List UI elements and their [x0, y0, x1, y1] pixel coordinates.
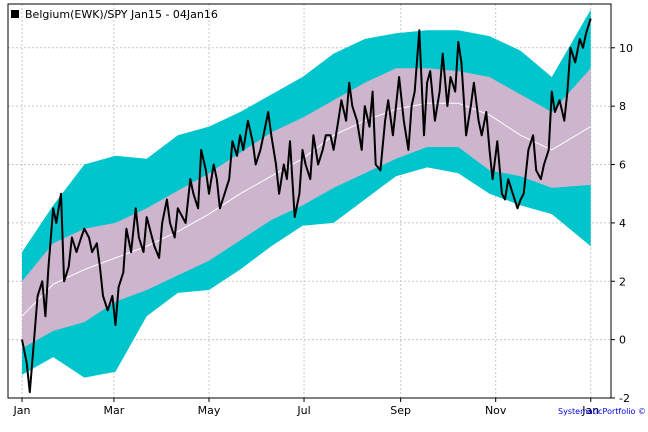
x-tick-label: Nov [485, 404, 507, 417]
y-tick-label: 6 [619, 159, 626, 172]
y-tick-label: 2 [619, 275, 626, 288]
x-axis: Jan Mar May Jul Sep Nov Jan [13, 398, 599, 417]
x-tick-label: Sep [390, 404, 411, 417]
y-tick-label: 0 [619, 334, 626, 347]
inner-band [22, 68, 591, 349]
y-tick-label: 8 [619, 100, 626, 113]
x-tick-label: Jan [581, 404, 599, 417]
price-line [21, 18, 592, 394]
lines [21, 18, 592, 394]
plot-frame [7, 3, 612, 399]
x-tick-label: Jul [296, 404, 310, 417]
chart-title: Belgium(EWK)/SPY Jan15 - 04Jan16 [25, 8, 218, 21]
x-tick-label: Jan [13, 404, 31, 417]
x-tick-label: May [198, 404, 221, 417]
legend-swatch [11, 10, 19, 18]
y-axis: -2 0 2 4 6 8 10 [611, 42, 633, 405]
y-tick-label: -2 [619, 392, 630, 405]
y-tick-label: 10 [619, 42, 633, 55]
legend: Belgium(EWK)/SPY Jan15 - 04Jan16 [11, 8, 218, 21]
y-tick-label: 4 [619, 217, 626, 230]
credit-text: SystematicPortfolio © [558, 407, 646, 416]
x-tick-label: Mar [104, 404, 125, 417]
